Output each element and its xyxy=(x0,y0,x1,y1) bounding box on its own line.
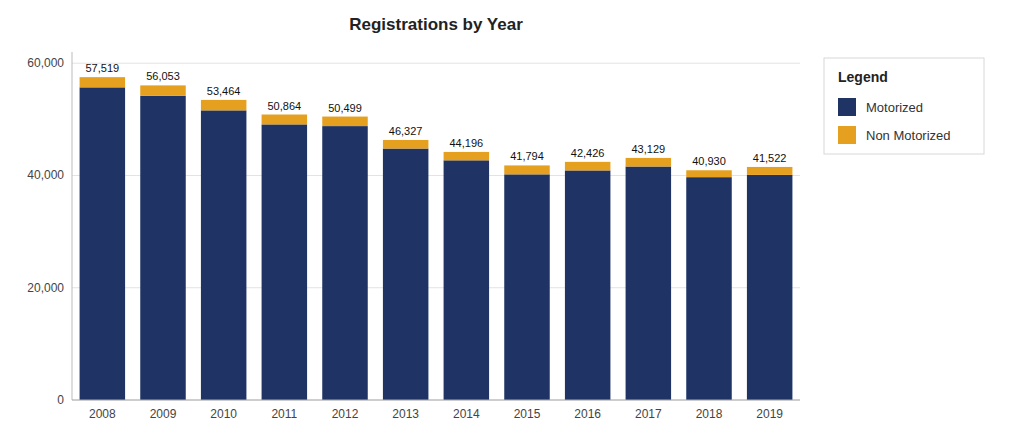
legend-title: Legend xyxy=(838,69,888,85)
x-tick-label: 2016 xyxy=(574,407,601,421)
bar-segment xyxy=(140,96,186,400)
legend: Legend Motorized Non Motorized xyxy=(824,58,984,154)
x-tick-label: 2009 xyxy=(150,407,177,421)
title: Registrations by Year xyxy=(349,15,523,34)
total-label: 41,522 xyxy=(753,152,787,164)
x-tick-label: 2013 xyxy=(392,407,419,421)
total-label: 43,129 xyxy=(632,143,666,155)
bar-segment xyxy=(262,124,308,400)
bar-segment xyxy=(747,167,793,175)
y-axis-line xyxy=(72,52,73,400)
bar-segment xyxy=(626,158,672,167)
bar-segment xyxy=(747,175,793,400)
total-label: 46,327 xyxy=(389,125,423,137)
bar-segment xyxy=(201,110,247,400)
bar-segment xyxy=(383,149,429,400)
x-tick-label: 2008 xyxy=(89,407,116,421)
bar-segment xyxy=(322,117,368,127)
total-label: 41,794 xyxy=(510,150,544,162)
bar-segment xyxy=(383,140,429,149)
total-label: 42,426 xyxy=(571,147,605,159)
x-tick-label: 2011 xyxy=(271,407,297,421)
legend-swatch xyxy=(838,98,856,116)
chart: Registrations by Year 0 20,000 40,000 60,000… xyxy=(0,0,1016,442)
bar-segment xyxy=(504,174,550,400)
bars xyxy=(80,77,793,400)
legend-swatch xyxy=(838,126,856,144)
legend-frame xyxy=(824,58,984,154)
bar-segment xyxy=(140,85,186,95)
x-tick-label: 2017 xyxy=(635,407,662,421)
bar-segment xyxy=(444,160,490,400)
grid-line xyxy=(72,400,800,401)
grid xyxy=(72,63,800,400)
bar-segment xyxy=(201,100,247,110)
total-label: 56,053 xyxy=(146,70,180,82)
y-tick-label: 60,000 xyxy=(27,56,64,70)
legend-label: Non Motorized xyxy=(866,128,951,143)
y-tick-label: 20,000 xyxy=(27,281,64,295)
bar-segment xyxy=(322,126,368,400)
x-tick-label: 2019 xyxy=(756,407,783,421)
total-label: 40,930 xyxy=(692,155,726,167)
bar-segment xyxy=(686,170,732,177)
total-label: 44,196 xyxy=(450,137,484,149)
total-label: 57,519 xyxy=(86,62,120,74)
legend-label: Motorized xyxy=(866,100,923,115)
bar-segment xyxy=(626,167,672,400)
x-tick-label: 2014 xyxy=(453,407,480,421)
bar-segment xyxy=(80,87,126,400)
x-axis-line xyxy=(72,400,800,401)
y-tick-label: 0 xyxy=(57,393,64,407)
total-label: 50,499 xyxy=(328,102,362,114)
total-label: 53,464 xyxy=(207,85,241,97)
x-tick-label: 2018 xyxy=(696,407,723,421)
bar-segment xyxy=(80,77,126,87)
bar-segment xyxy=(686,177,732,400)
total-label: 50,864 xyxy=(268,100,302,112)
bar-segment xyxy=(504,165,550,174)
x-tick-label: 2015 xyxy=(514,407,541,421)
bar-segment xyxy=(565,162,611,171)
x-tick-label: 2012 xyxy=(332,407,359,421)
y-tick-label: 40,000 xyxy=(27,168,64,182)
grid-line xyxy=(72,63,800,64)
bar-segment xyxy=(262,115,308,125)
bar-segment xyxy=(444,152,490,160)
x-tick-label: 2010 xyxy=(210,407,237,421)
bar-segment xyxy=(565,170,611,400)
